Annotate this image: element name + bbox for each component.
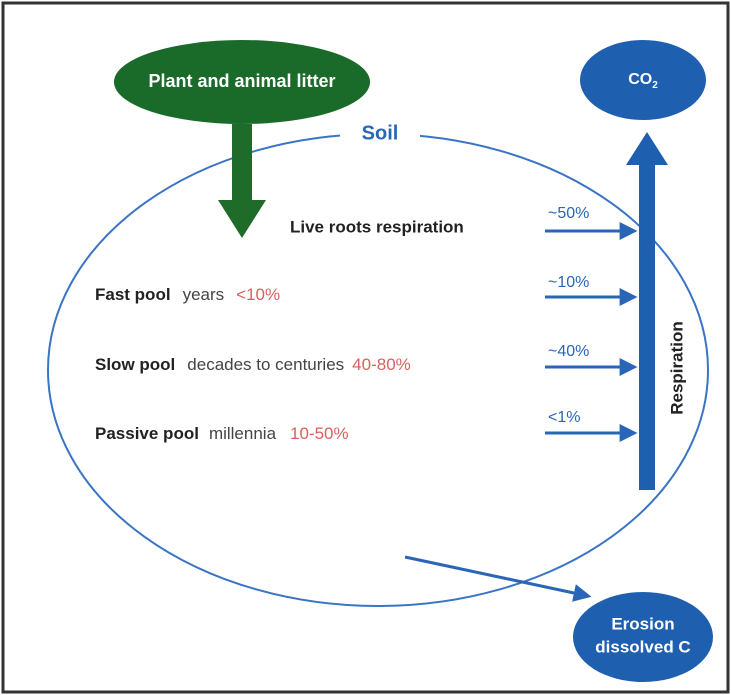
- pool-time: decades to centuries: [187, 355, 344, 374]
- erosion-label: dissolved C: [595, 637, 690, 656]
- pool-share: 40-80%: [352, 355, 411, 374]
- flow-label: ~10%: [548, 274, 589, 291]
- respiration-arrow: [626, 132, 668, 490]
- erosion-label: Erosion: [611, 614, 674, 633]
- flows: ~50% ~10% ~40% <1%: [545, 205, 638, 442]
- pool-name: Passive pool: [95, 424, 199, 443]
- pool-row: Fast pool years <10%: [95, 285, 280, 304]
- respiration-label: Respiration: [667, 321, 686, 415]
- co2-text: CO: [628, 71, 652, 88]
- pool-share: 10-50%: [290, 424, 349, 443]
- erosion-node: [573, 592, 713, 682]
- co2-label: CO2: [628, 71, 658, 90]
- pool-time: years: [183, 285, 225, 304]
- erosion-arrow: [404, 555, 592, 602]
- co2-subscript: 2: [652, 80, 658, 91]
- pool-time: millennia: [209, 424, 277, 443]
- soil-label: Soil: [362, 122, 399, 144]
- pool-share: <10%: [236, 285, 280, 304]
- live-roots-label: Live roots respiration: [290, 217, 464, 236]
- pool-row: Passive pool millennia 10-50%: [95, 424, 349, 443]
- litter-arrow: [218, 124, 266, 238]
- co2-node: [580, 40, 706, 120]
- flow-label: ~50%: [548, 205, 589, 222]
- pool-name: Fast pool: [95, 285, 171, 304]
- flow-label: <1%: [548, 409, 580, 426]
- litter-label: Plant and animal litter: [148, 71, 335, 91]
- pool-name: Slow pool: [95, 355, 175, 374]
- pool-row: Slow pool decades to centuries 40-80%: [95, 355, 411, 374]
- soil-gap: [340, 120, 420, 146]
- litter-node: [114, 40, 370, 124]
- flow-label: ~40%: [548, 343, 589, 360]
